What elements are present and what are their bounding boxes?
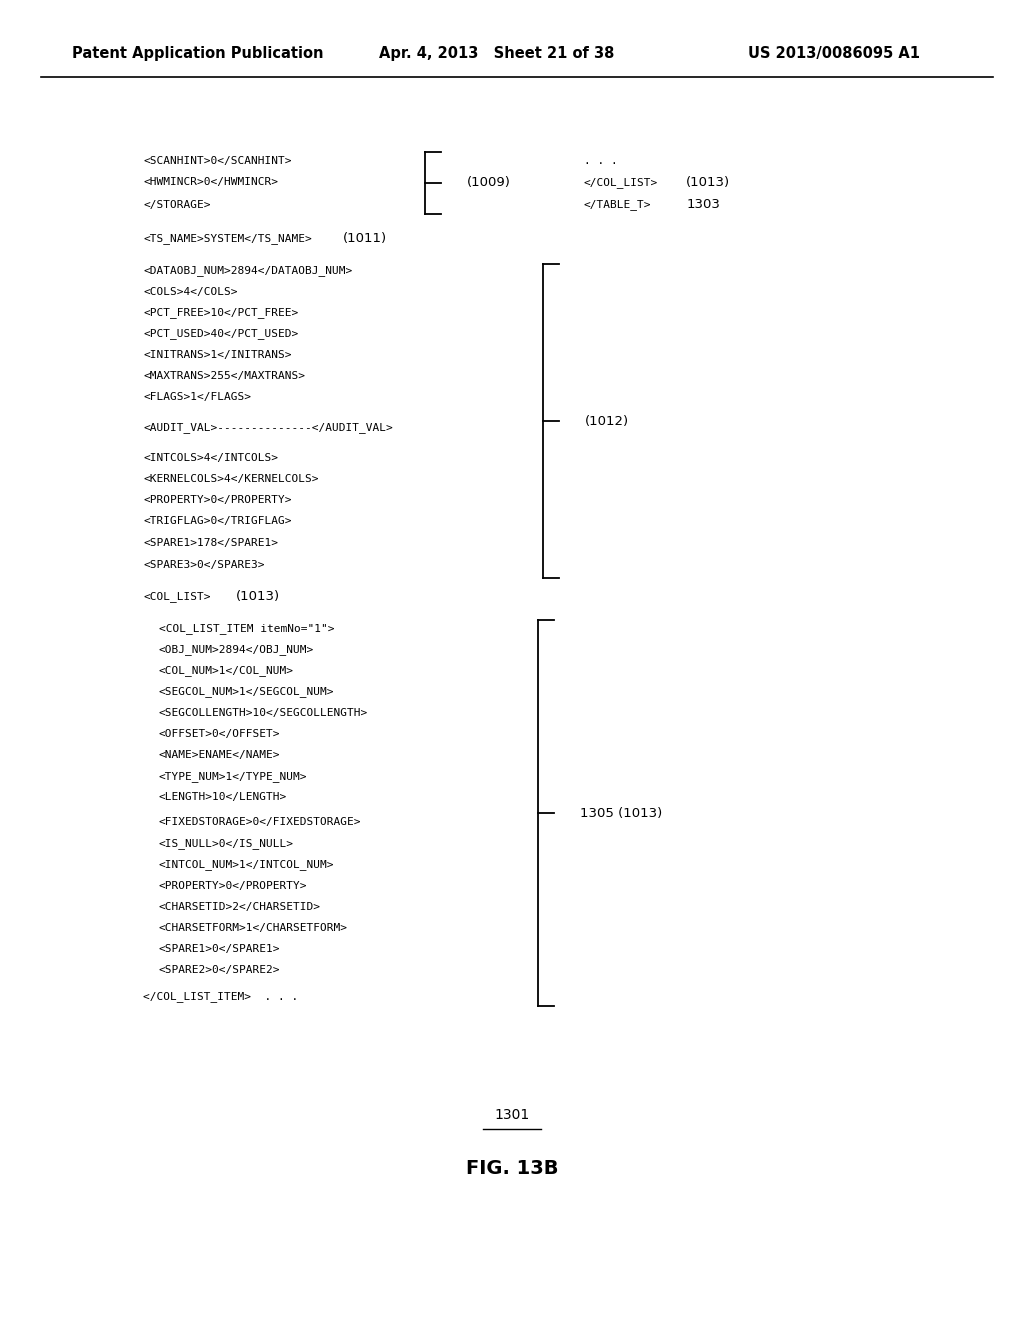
Text: <PCT_FREE>10</PCT_FREE>: <PCT_FREE>10</PCT_FREE> [143, 308, 299, 318]
Text: <MAXTRANS>255</MAXTRANS>: <MAXTRANS>255</MAXTRANS> [143, 371, 305, 381]
Text: Apr. 4, 2013   Sheet 21 of 38: Apr. 4, 2013 Sheet 21 of 38 [379, 46, 614, 61]
Text: <COLS>4</COLS>: <COLS>4</COLS> [143, 286, 238, 297]
Text: <SPARE2>0</SPARE2>: <SPARE2>0</SPARE2> [159, 965, 281, 975]
Text: </TABLE_T>: </TABLE_T> [584, 199, 651, 210]
Text: <OBJ_NUM>2894</OBJ_NUM>: <OBJ_NUM>2894</OBJ_NUM> [159, 644, 314, 655]
Text: <TYPE_NUM>1</TYPE_NUM>: <TYPE_NUM>1</TYPE_NUM> [159, 771, 307, 781]
Text: </COL_LIST>: </COL_LIST> [584, 177, 658, 187]
Text: <SPARE1>0</SPARE1>: <SPARE1>0</SPARE1> [159, 944, 281, 954]
Text: <SPARE1>178</SPARE1>: <SPARE1>178</SPARE1> [143, 537, 279, 548]
Text: <CHARSETFORM>1</CHARSETFORM>: <CHARSETFORM>1</CHARSETFORM> [159, 923, 348, 933]
Text: </STORAGE>: </STORAGE> [143, 199, 211, 210]
Text: <TS_NAME>SYSTEM</TS_NAME>: <TS_NAME>SYSTEM</TS_NAME> [143, 234, 312, 244]
Text: US 2013/0086095 A1: US 2013/0086095 A1 [748, 46, 920, 61]
Text: <DATAOBJ_NUM>2894</DATAOBJ_NUM>: <DATAOBJ_NUM>2894</DATAOBJ_NUM> [143, 265, 352, 276]
Text: 1301: 1301 [495, 1109, 529, 1122]
Text: <PROPERTY>0</PROPERTY>: <PROPERTY>0</PROPERTY> [159, 880, 307, 891]
Text: <INTCOL_NUM>1</INTCOL_NUM>: <INTCOL_NUM>1</INTCOL_NUM> [159, 859, 334, 870]
Text: <OFFSET>0</OFFSET>: <OFFSET>0</OFFSET> [159, 729, 281, 739]
Text: <HWMINCR>0</HWMINCR>: <HWMINCR>0</HWMINCR> [143, 177, 279, 187]
Text: Patent Application Publication: Patent Application Publication [72, 46, 324, 61]
Text: <TRIGFLAG>0</TRIGFLAG>: <TRIGFLAG>0</TRIGFLAG> [143, 516, 292, 527]
Text: <INTCOLS>4</INTCOLS>: <INTCOLS>4</INTCOLS> [143, 453, 279, 463]
Text: <AUDIT_VAL>--------------</AUDIT_VAL>: <AUDIT_VAL>--------------</AUDIT_VAL> [143, 422, 393, 433]
Text: (1009): (1009) [467, 177, 511, 189]
Text: (1013): (1013) [686, 176, 730, 189]
Text: <NAME>ENAME</NAME>: <NAME>ENAME</NAME> [159, 750, 281, 760]
Text: (1012): (1012) [585, 414, 629, 428]
Text: . . .: . . . [584, 156, 617, 166]
Text: <IS_NULL>0</IS_NULL>: <IS_NULL>0</IS_NULL> [159, 838, 294, 849]
Text: <FIXEDSTORAGE>0</FIXEDSTORAGE>: <FIXEDSTORAGE>0</FIXEDSTORAGE> [159, 817, 361, 828]
Text: <COL_LIST_ITEM itemNo="1">: <COL_LIST_ITEM itemNo="1"> [159, 623, 334, 634]
Text: (1011): (1011) [343, 232, 387, 246]
Text: <KERNELCOLS>4</KERNELCOLS>: <KERNELCOLS>4</KERNELCOLS> [143, 474, 318, 484]
Text: <SEGCOL_NUM>1</SEGCOL_NUM>: <SEGCOL_NUM>1</SEGCOL_NUM> [159, 686, 334, 697]
Text: <FLAGS>1</FLAGS>: <FLAGS>1</FLAGS> [143, 392, 251, 403]
Text: <INITRANS>1</INITRANS>: <INITRANS>1</INITRANS> [143, 350, 292, 360]
Text: <COL_LIST>: <COL_LIST> [143, 591, 211, 602]
Text: <PCT_USED>40</PCT_USED>: <PCT_USED>40</PCT_USED> [143, 329, 299, 339]
Text: (1013): (1013) [236, 590, 280, 603]
Text: 1305 (1013): 1305 (1013) [580, 807, 662, 820]
Text: <SPARE3>0</SPARE3>: <SPARE3>0</SPARE3> [143, 560, 265, 570]
Text: 1303: 1303 [686, 198, 720, 211]
Text: <LENGTH>10</LENGTH>: <LENGTH>10</LENGTH> [159, 792, 287, 803]
Text: <SCANHINT>0</SCANHINT>: <SCANHINT>0</SCANHINT> [143, 156, 292, 166]
Text: <COL_NUM>1</COL_NUM>: <COL_NUM>1</COL_NUM> [159, 665, 294, 676]
Text: <PROPERTY>0</PROPERTY>: <PROPERTY>0</PROPERTY> [143, 495, 292, 506]
Text: </COL_LIST_ITEM>  . . .: </COL_LIST_ITEM> . . . [143, 991, 299, 1002]
Text: FIG. 13B: FIG. 13B [466, 1159, 558, 1177]
Text: <SEGCOLLENGTH>10</SEGCOLLENGTH>: <SEGCOLLENGTH>10</SEGCOLLENGTH> [159, 708, 368, 718]
Text: <CHARSETID>2</CHARSETID>: <CHARSETID>2</CHARSETID> [159, 902, 321, 912]
